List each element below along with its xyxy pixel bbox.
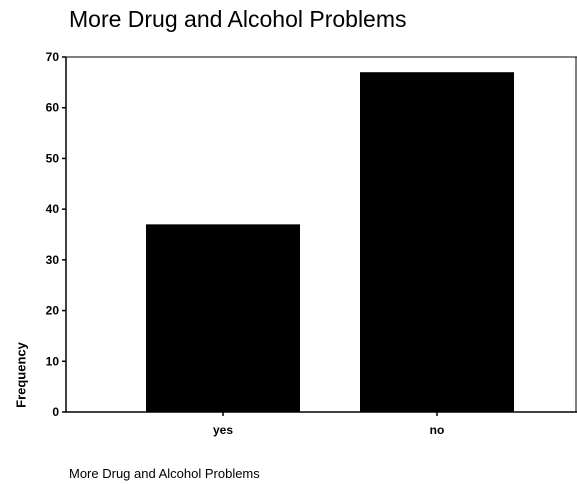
y-axis-label: Frequency (13, 342, 29, 408)
y-tick-label: 0 (52, 405, 59, 419)
y-tick-label: 20 (46, 304, 60, 318)
y-tick-label: 50 (46, 151, 60, 165)
y-tick-label: 10 (46, 354, 60, 368)
chart-title: More Drug and Alcohol Problems (69, 6, 407, 32)
x-axis-label: More Drug and Alcohol Problems (69, 466, 260, 481)
y-tick-label: 30 (46, 253, 60, 267)
y-tick-label: 40 (46, 202, 60, 216)
bar-no (360, 72, 514, 412)
x-tick-label-no: no (430, 423, 445, 437)
y-tick-label: 70 (46, 50, 60, 64)
y-tick-label: 60 (46, 101, 60, 115)
x-tick-label-yes: yes (213, 423, 233, 437)
bar-yes (146, 224, 300, 412)
